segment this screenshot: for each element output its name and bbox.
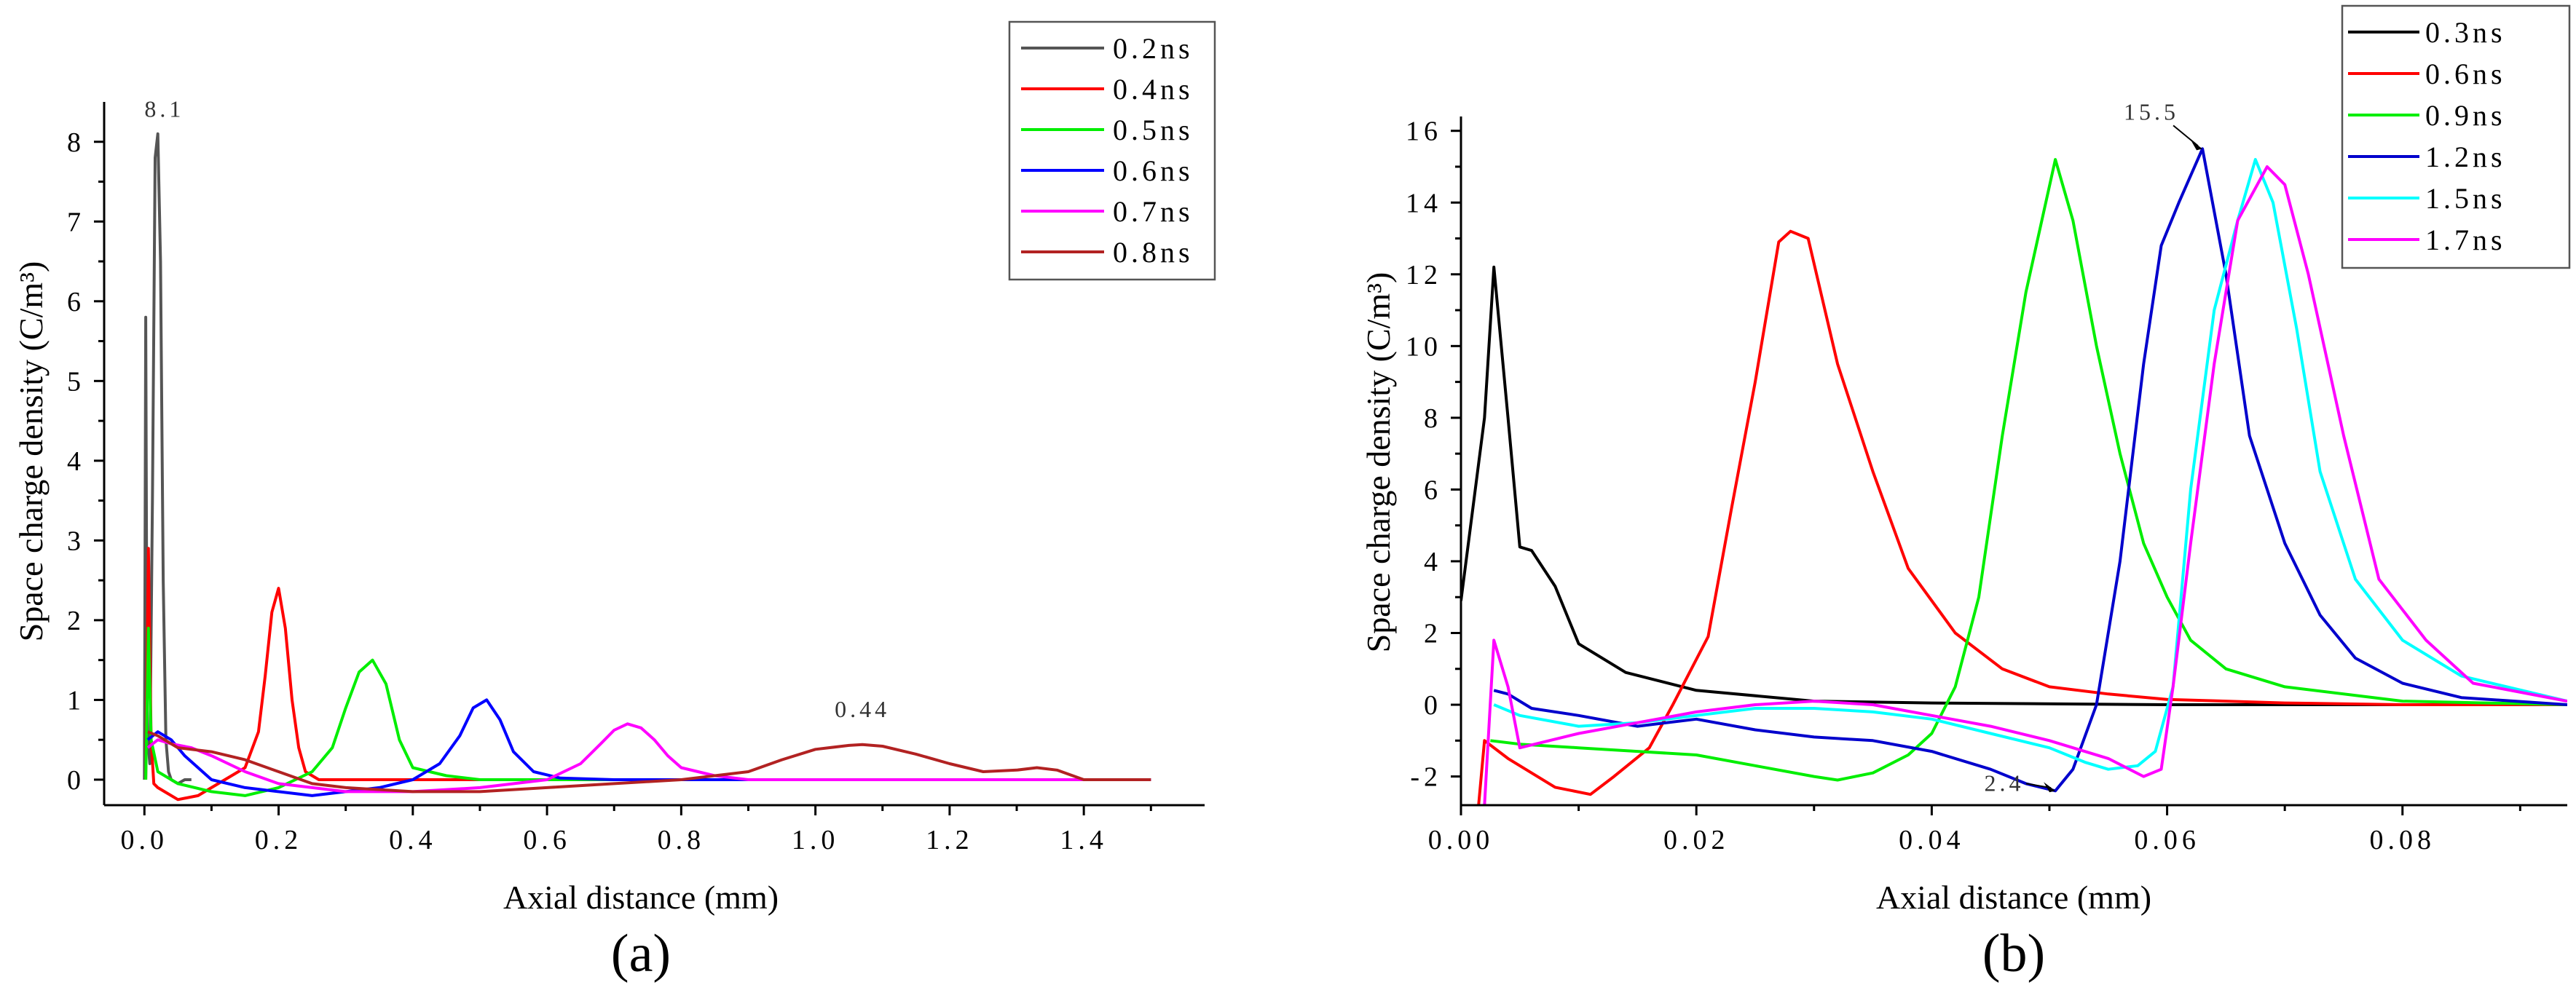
panel-b-series-0.3ns (1461, 265, 2567, 706)
panel-a-y-tick-label: 8 (67, 127, 85, 158)
panel-a-label: (a) (611, 924, 671, 984)
panel-b-y-tick-label: 2 (1424, 619, 1442, 649)
panel-a-legend-entry: 0.2ns (1113, 32, 1194, 65)
panel-b-legend-entry: 0.3ns (2425, 16, 2506, 49)
panel-b-legend-entry: 1.5ns (2425, 182, 2506, 215)
panel-b-y-tick-label: 14 (1406, 188, 1442, 218)
panel-a-legend-entry: 0.7ns (1113, 195, 1194, 228)
panel-b-annotation-arrowhead (2044, 782, 2056, 793)
panel-a-x-tick-label: 0.8 (658, 825, 706, 855)
panel-a-legend-entry: 0.4ns (1113, 73, 1194, 106)
panel-a-series-group (143, 132, 1151, 802)
panel-a-y-tick-label: 0 (67, 765, 85, 796)
panel-a-y-tick-label: 5 (67, 366, 85, 397)
panel-a-annotations: 8.1 0.44 (144, 95, 890, 722)
panel-b-annotation: 15.5 (2124, 98, 2179, 124)
panel-b-legend-entry: 0.9ns (2425, 99, 2506, 132)
panel-a-y-tick-label: 6 (67, 287, 85, 317)
panel-b-y-tick-label: 12 (1406, 260, 1442, 290)
panel-b-x-tick-label: 0.04 (1899, 825, 1965, 855)
panel-b-label: (b) (1982, 924, 2045, 984)
panel-a-legend-entry: 0.6ns (1113, 154, 1194, 187)
panel-a-y-tick-label: 7 (67, 207, 85, 237)
panel-a-annotation: 0.44 (835, 696, 890, 722)
panel-b: 0.00 0.02 0.04 0.06 0.08 -2 0 2 4 6 8 10 12 14 16 Axi… (1360, 4, 2571, 984)
panel-b-legend-entry: 1.7ns (2425, 223, 2506, 256)
panel-a-x-tick-label: 1.4 (1060, 825, 1108, 855)
panel-a-x-tick-label: 0.0 (121, 825, 169, 855)
panel-b-y-ticks: -2 0 2 4 6 8 10 12 14 16 (1406, 116, 1461, 793)
panel-a-series-0.7ns (146, 722, 1151, 794)
panel-b-series-0.9ns (1490, 158, 2567, 782)
panel-b-annotation-arrowhead (2191, 140, 2203, 151)
panel-b-y-tick-label: 10 (1406, 331, 1442, 362)
panel-a-y-tick-label: 2 (67, 606, 85, 636)
panel-a-series-0.8ns (147, 730, 1151, 794)
panel-a-x-tick-label: 0.2 (255, 825, 303, 855)
panel-a-x-ticks: 0.0 0.2 0.4 0.6 0.8 1.0 1.2 1.4 (121, 805, 1152, 855)
panel-b-x-tick-label: 0.06 (2134, 825, 2200, 855)
panel-b-annotation: 2.4 (1985, 770, 2025, 796)
panel-b-y-axis-label: Space charge density (C/m³) (1360, 272, 1397, 653)
panel-a-annotation: 8.1 (144, 95, 184, 122)
panel-b-series-1.2ns (1493, 147, 2567, 793)
panel-a-x-tick-label: 1.2 (926, 825, 974, 855)
panel-b-series-1.5ns (1493, 158, 2567, 771)
panel-a-x-tick-label: 1.0 (792, 825, 840, 855)
panel-b-y-tick-label: 0 (1424, 690, 1442, 721)
panel-a-legend-box (1008, 20, 1216, 281)
panel-b-legend-entry: 0.6ns (2425, 58, 2506, 90)
panel-a-y-tick-label: 3 (67, 526, 85, 556)
panel-a-x-tick-label: 0.4 (389, 825, 437, 855)
panel-b-y-tick-label: 4 (1424, 547, 1442, 577)
panel-b-y-tick-label: -2 (1410, 762, 1442, 793)
panel-b-series-0.6ns (1477, 229, 2567, 805)
panel-a-legend: 0.2ns 0.4ns 0.5ns 0.6ns 0.7ns 0.8ns (1008, 20, 1216, 281)
panel-b-series-group (1461, 147, 2567, 805)
panel-b-series-1.7ns (1483, 165, 2567, 805)
panel-b-legend-box (2341, 4, 2571, 269)
panel-a: 0.0 0.2 0.4 0.6 0.8 1.0 1.2 1.4 0 1 2 3 4 5 6 7 8 Axial… (12, 20, 1216, 984)
panel-b-y-tick-label: 6 (1424, 475, 1442, 505)
panel-a-y-tick-label: 1 (67, 685, 85, 716)
panel-a-x-axis-label: Axial distance (mm) (503, 879, 779, 916)
panel-a-x-tick-label: 0.6 (523, 825, 571, 855)
panel-b-x-tick-label: 0.08 (2370, 825, 2436, 855)
panel-b-x-ticks: 0.00 0.02 0.04 0.06 0.08 (1428, 805, 2521, 855)
panel-b-legend-entry: 1.2ns (2425, 141, 2506, 173)
panel-a-legend-entry: 0.8ns (1113, 236, 1194, 269)
panel-b-x-axis-label: Axial distance (mm) (1876, 879, 2151, 916)
panel-a-legend-entry: 0.5ns (1113, 114, 1194, 146)
panel-a-y-ticks: 0 1 2 3 4 5 6 7 8 (67, 127, 104, 796)
panel-a-y-axis-label: Space charge density (C/m³) (12, 261, 50, 642)
panel-b-x-tick-label: 0.02 (1663, 825, 1730, 855)
panel-a-series-0.4ns (144, 547, 1151, 802)
panel-b-annotations: 15.5 2.4 (1985, 98, 2203, 796)
panel-b-x-tick-label: 0.00 (1428, 825, 1494, 855)
panel-b-y-tick-label: 16 (1406, 116, 1442, 147)
panel-a-y-tick-label: 4 (67, 446, 85, 477)
panel-b-legend: 0.3ns 0.6ns 0.9ns 1.2ns 1.5ns 1.7ns (2341, 4, 2571, 269)
panel-b-y-tick-label: 8 (1424, 403, 1442, 434)
